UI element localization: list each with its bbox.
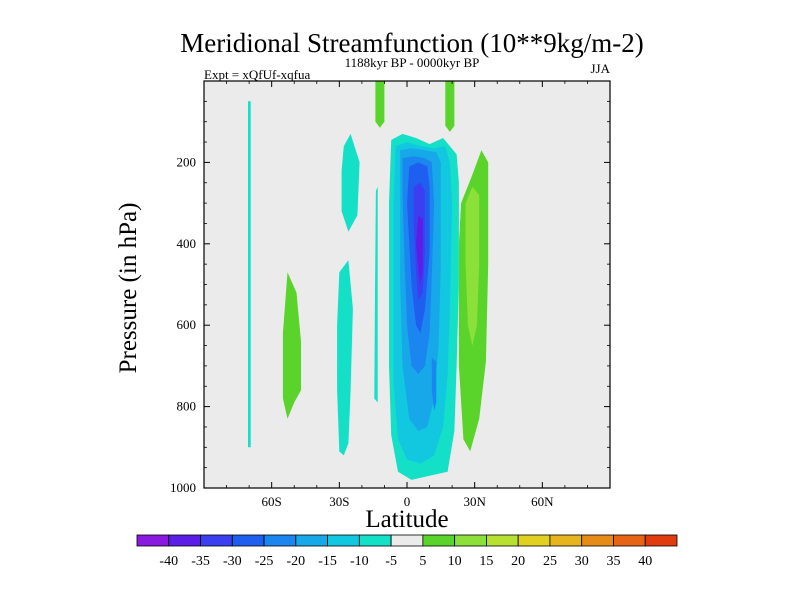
x-tick-label-3: 30N <box>463 494 486 509</box>
colorbar-swatch-0 <box>136 534 170 547</box>
colorbar-label-6: -10 <box>350 554 369 569</box>
contour-region-2 <box>341 133 360 232</box>
colorbar-label-2: -30 <box>223 554 242 569</box>
colorbar-swatch-11 <box>486 534 519 547</box>
season-label: JJA <box>590 61 610 76</box>
colorbar-label-10: 15 <box>479 554 493 569</box>
colorbar-label-8: 5 <box>419 554 426 569</box>
colorbar-swatch-13 <box>549 534 583 547</box>
period-label: 1188kyr BP - 0000kyr BP <box>345 55 480 70</box>
colorbar-label-13: 30 <box>575 554 589 569</box>
x-tick-label-2: 0 <box>404 494 411 509</box>
colorbar-label-1: -35 <box>191 554 210 569</box>
colorbar-swatch-15 <box>613 534 646 547</box>
contour-region-0 <box>248 101 251 448</box>
contour-region-5 <box>375 81 385 128</box>
colorbar-label-9: 10 <box>448 554 462 569</box>
contour-region-3 <box>374 186 378 403</box>
y-tick-label-3: 800 <box>177 399 197 414</box>
contour-regions <box>248 81 489 480</box>
y-axis-label: Pressure (in hPa) <box>115 203 142 374</box>
colorbar-swatch-2 <box>200 534 233 547</box>
colorbar-swatch-16 <box>644 534 678 547</box>
colorbar-label-11: 20 <box>511 554 525 569</box>
y-tick-label-1: 400 <box>177 236 197 251</box>
colorbar-label-0: -40 <box>159 554 178 569</box>
y-tick-label-4: 1000 <box>170 480 196 495</box>
colorbar-swatch-12 <box>517 534 551 547</box>
x-tick-label-1: 30S <box>329 494 349 509</box>
colorbar-label-7: -5 <box>385 554 397 569</box>
x-tick-label-4: 60N <box>531 494 554 509</box>
colorbar-swatch-4 <box>263 534 297 547</box>
colorbar-swatch-5 <box>295 534 328 547</box>
colorbar-label-14: 35 <box>606 554 620 569</box>
colorbar-label-15: 40 <box>638 554 652 569</box>
colorbar-label-4: -20 <box>286 554 305 569</box>
colorbar-swatch-8 <box>390 534 424 547</box>
experiment-label: Expt = xQfUf-xqfua <box>204 67 310 82</box>
y-tick-label-2: 600 <box>177 317 197 332</box>
colorbar-swatch-1 <box>168 534 201 547</box>
colorbar-swatch-3 <box>231 534 265 547</box>
colorbar-swatch-6 <box>327 534 360 547</box>
x-tick-label-0: 60S <box>262 494 282 509</box>
y-tick-label-0: 200 <box>177 154 197 169</box>
contour-region-13 <box>431 357 437 411</box>
contour-region-6 <box>445 81 455 132</box>
colorbar-swatch-7 <box>358 534 392 547</box>
contour-region-16 <box>416 215 423 285</box>
colorbar-swatch-9 <box>422 534 456 547</box>
x-axis-ticks: 60S 30S 0 30N 60N <box>226 81 588 509</box>
colorbar-label-3: -25 <box>255 554 274 569</box>
colorbar-label-12: 25 <box>543 554 557 569</box>
colorbar: -40 -35 -30 -25 -20 -15 -10 -5 5 10 15 20 25 30 35 40 <box>136 534 678 569</box>
chart-title: Meridional Streamfunction (10**9kg/m-2) <box>180 28 643 58</box>
contour-region-4 <box>282 272 301 419</box>
contour-region-8 <box>465 186 480 346</box>
colorbar-swatch-10 <box>454 534 487 547</box>
y-axis-ticks: 200 400 600 800 1000 <box>170 100 610 495</box>
colorbar-label-5: -15 <box>318 554 337 569</box>
contour-region-1 <box>337 260 353 456</box>
colorbar-swatch-14 <box>581 534 614 547</box>
x-axis-label: Latitude <box>365 506 448 533</box>
